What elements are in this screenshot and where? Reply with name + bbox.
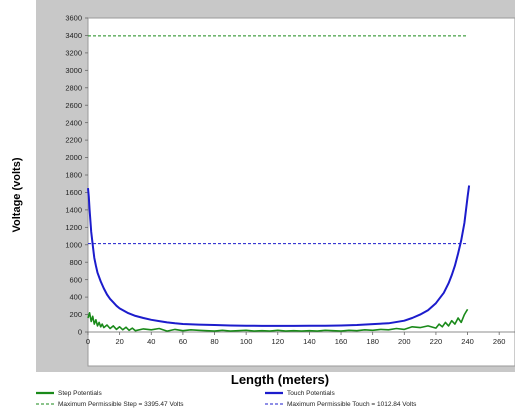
y-tick-label: 200 xyxy=(69,310,82,319)
y-tick-label: 400 xyxy=(69,293,82,302)
y-tick-label: 2200 xyxy=(65,136,82,145)
touch-potentials-line xyxy=(87,185,471,327)
x-tick-label: 160 xyxy=(335,337,348,346)
x-axis-title: Length (meters) xyxy=(231,372,329,387)
x-tick-label: 180 xyxy=(366,337,379,346)
y-axis-ticks: 0 200 400 600 800 1000 1200 1400 1600 1800 2000 220… xyxy=(65,14,88,337)
step-potentials-line xyxy=(87,308,469,332)
y-tick-label: 800 xyxy=(69,258,82,267)
y-tick-label: 3400 xyxy=(65,31,82,40)
y-tick-label: 3600 xyxy=(65,14,82,23)
y-tick-label: 1400 xyxy=(65,205,82,214)
x-tick-label: 80 xyxy=(210,337,218,346)
x-tick-label: 40 xyxy=(147,337,155,346)
y-tick-label: 1800 xyxy=(65,171,82,180)
y-tick-label: 1600 xyxy=(65,188,82,197)
plot-area xyxy=(87,17,515,367)
x-tick-label: 60 xyxy=(179,337,187,346)
x-tick-label: 140 xyxy=(303,337,316,346)
x-tick-label: 120 xyxy=(272,337,285,346)
y-tick-label: 0 xyxy=(78,328,82,337)
x-tick-label: 100 xyxy=(240,337,253,346)
x-tick-label: 260 xyxy=(493,337,506,346)
y-tick-label: 3200 xyxy=(65,48,82,57)
series-lines xyxy=(87,185,471,332)
y-tick-label: 2600 xyxy=(65,101,82,110)
y-tick-label: 1000 xyxy=(65,240,82,249)
x-axis-ticks: 0 20 40 60 80 100 120 140 160 180 200 220 240 260 xyxy=(86,331,515,346)
y-tick-label: 3000 xyxy=(65,66,82,75)
y-tick-label: 600 xyxy=(69,275,82,284)
legend: Step Potentials Touch Potentials Maximum P… xyxy=(36,390,417,408)
y-tick-label: 1200 xyxy=(65,223,82,232)
y-tick-label: 2000 xyxy=(65,153,82,162)
x-tick-label: 240 xyxy=(461,337,474,346)
y-tick-label: 2400 xyxy=(65,118,82,127)
x-tick-label: 0 xyxy=(86,337,90,346)
x-tick-label: 20 xyxy=(115,337,123,346)
legend-max-step-label: Maximum Permissible Step = 3395.47 Volts xyxy=(58,401,184,408)
x-tick-label: 200 xyxy=(398,337,411,346)
legend-step-potentials-label: Step Potentials xyxy=(58,390,102,397)
x-tick-label: 220 xyxy=(430,337,443,346)
y-tick-label: 2800 xyxy=(65,83,82,92)
legend-max-touch-label: Maximum Permissible Touch = 1012.84 Volt… xyxy=(287,401,417,408)
reference-lines xyxy=(88,35,468,245)
legend-touch-potentials-label: Touch Potentials xyxy=(287,390,335,397)
y-axis-title: Voltage (volts) xyxy=(11,157,23,232)
